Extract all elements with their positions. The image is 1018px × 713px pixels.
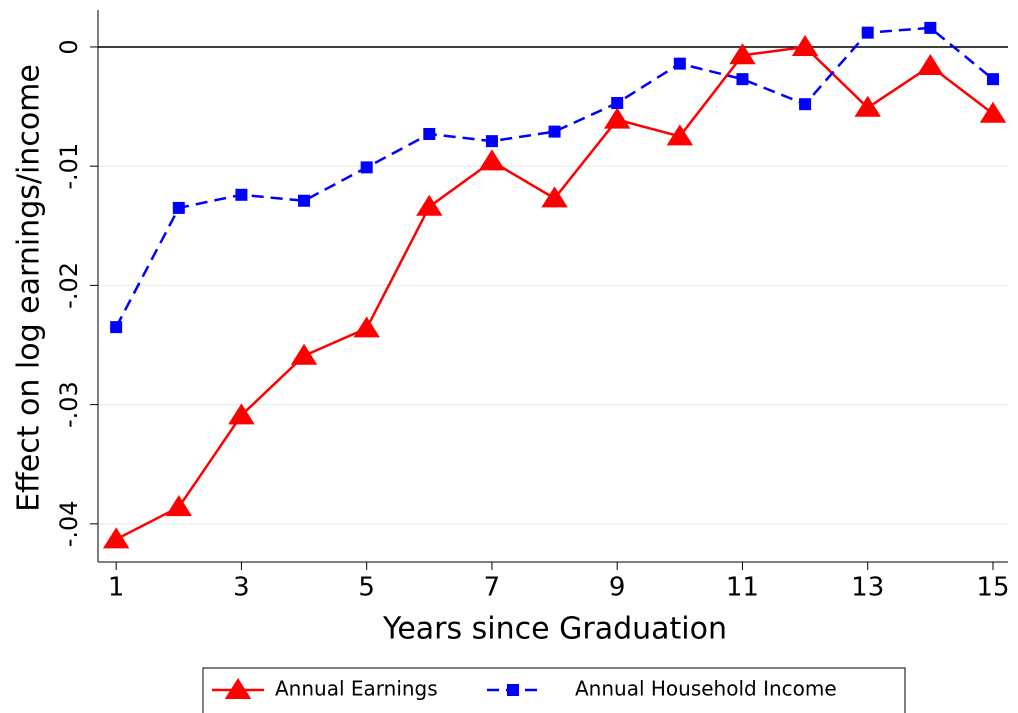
y-axis-title: Effect on log earnings/income [12, 64, 47, 512]
x-tick-label: 11 [726, 573, 759, 603]
marker [353, 316, 380, 338]
marker [165, 495, 192, 517]
y-tick-label: -.02 [55, 262, 83, 309]
marker [548, 125, 561, 138]
marker [235, 188, 248, 201]
marker [611, 96, 624, 109]
marker [979, 101, 1007, 123]
marker [603, 107, 631, 129]
marker [485, 135, 498, 148]
y-tick-label: -.01 [55, 143, 83, 190]
marker [854, 95, 881, 117]
x-tick-label: 3 [233, 573, 250, 603]
marker [924, 21, 937, 34]
marker [791, 34, 819, 56]
x-tick-label: 15 [976, 573, 1009, 603]
marker [541, 186, 568, 208]
marker [673, 57, 686, 70]
marker [729, 43, 756, 65]
marker [102, 527, 130, 549]
marker [423, 127, 436, 140]
legend: Annual Earnings Annual Household Income [202, 667, 906, 713]
marker [799, 98, 812, 111]
marker [360, 161, 373, 174]
legend-label: Annual Household Income [575, 677, 837, 701]
marker [986, 73, 999, 86]
x-axis-title: Years since Graduation [382, 612, 727, 647]
marker [507, 684, 519, 696]
x-tick-label: 9 [609, 573, 626, 603]
x-tick-label: 7 [484, 573, 501, 603]
legend-box [202, 667, 906, 713]
marker [110, 321, 123, 334]
marker [917, 54, 944, 76]
marker [736, 73, 749, 86]
marker [172, 201, 185, 214]
marker [290, 343, 318, 365]
marker [861, 26, 874, 39]
legend-label: Annual Earnings [275, 677, 438, 701]
marker [224, 678, 252, 699]
series-line [115, 26, 994, 328]
marker [666, 124, 694, 146]
series-line [115, 45, 994, 541]
marker [416, 194, 443, 216]
y-tick-label: 0 [55, 39, 83, 54]
y-tick-label: -.03 [55, 381, 83, 428]
marker [228, 403, 255, 425]
marker [478, 149, 506, 171]
x-tick-label: 13 [851, 573, 884, 603]
x-tick-label: 1 [108, 573, 125, 603]
y-tick-label: -.04 [55, 500, 83, 547]
x-tick-label: 5 [358, 573, 375, 603]
marker [298, 194, 311, 207]
